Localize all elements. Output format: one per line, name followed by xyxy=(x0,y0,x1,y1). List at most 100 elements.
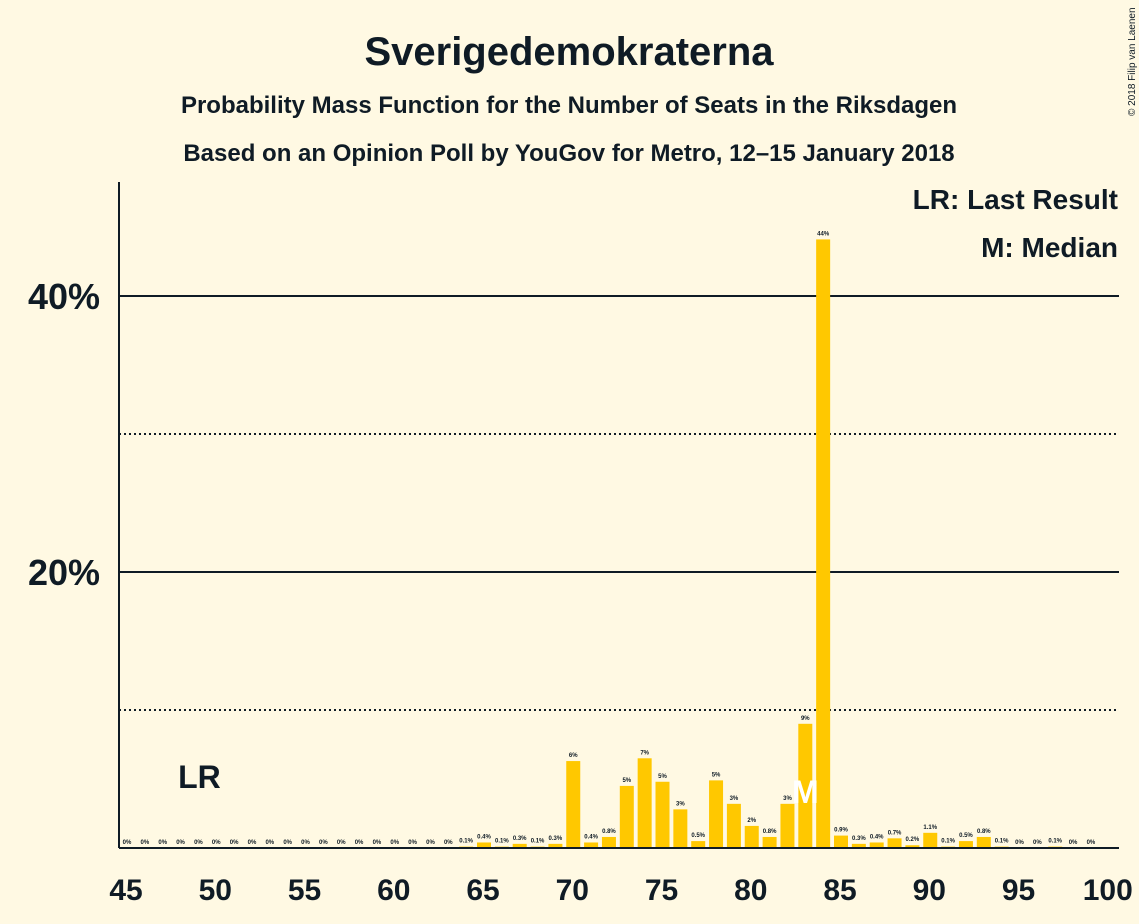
bar xyxy=(512,843,527,848)
bar-label: 2% xyxy=(747,818,756,824)
x-tick-label: 45 xyxy=(109,874,142,907)
bar-label: 0.3% xyxy=(513,836,527,842)
bar-label: 0% xyxy=(176,840,185,846)
bar-label: 44% xyxy=(817,231,830,237)
bar-label: 9% xyxy=(801,716,810,722)
bar-label: 0% xyxy=(426,840,435,846)
bar-label: 0% xyxy=(194,840,203,846)
bar-label: 0% xyxy=(248,840,257,846)
bar xyxy=(601,836,616,848)
x-tick-label: 65 xyxy=(466,874,499,907)
last-result-marker: LR xyxy=(178,759,221,795)
bar xyxy=(566,761,581,848)
bar xyxy=(798,723,813,848)
bar-label: 0% xyxy=(283,840,292,846)
x-tick-label: 100 xyxy=(1083,874,1133,907)
bar xyxy=(619,785,634,848)
bar-label: 1.1% xyxy=(923,825,937,831)
bar-label: 0.8% xyxy=(763,829,777,835)
bar-label: 3% xyxy=(676,801,685,807)
bar-label: 0% xyxy=(355,840,364,846)
bar xyxy=(655,781,670,848)
gridlines xyxy=(119,295,1119,711)
y-axis-ticks: 20% 40% xyxy=(28,276,100,593)
bar-label: 0% xyxy=(1087,840,1096,846)
x-tick-label: 80 xyxy=(734,874,767,907)
median-marker: M xyxy=(792,774,819,810)
bar xyxy=(905,845,920,848)
bar-label: 0% xyxy=(1015,840,1024,846)
bar-label: 0.4% xyxy=(870,834,884,840)
bar-label: 3% xyxy=(783,796,792,802)
bar-label: 0.1% xyxy=(941,839,955,845)
bar xyxy=(584,842,599,848)
bar xyxy=(958,841,973,848)
bar-label: 0.5% xyxy=(959,833,973,839)
bar-label: 0.3% xyxy=(549,836,563,842)
bar-label: 0.1% xyxy=(1048,839,1062,845)
bar xyxy=(477,842,491,848)
bar-label: 0.9% xyxy=(834,828,848,834)
bar-label: 5% xyxy=(658,774,667,780)
bar-label: 0% xyxy=(123,840,132,846)
bar-label: 0.7% xyxy=(888,830,902,836)
bar-label: 0% xyxy=(265,840,274,846)
bar-label: 0.8% xyxy=(977,829,991,835)
chart-subtitle-2: Based on an Opinion Poll by YouGov for M… xyxy=(183,140,954,167)
y-tick-label: 40% xyxy=(28,276,100,317)
legend-last-result: LR: Last Result xyxy=(913,184,1118,215)
bar-label: 0% xyxy=(230,840,239,846)
bar xyxy=(709,780,724,848)
bar-label: 0.1% xyxy=(459,839,473,845)
bar xyxy=(673,809,688,848)
bar-label: 0% xyxy=(158,840,167,846)
bar-label: 0% xyxy=(337,840,346,846)
bar-label: 0% xyxy=(390,840,399,846)
x-tick-label: 85 xyxy=(823,874,856,907)
bar-label: 0% xyxy=(1033,840,1042,846)
x-tick-label: 75 xyxy=(645,874,678,907)
bar-label: 0.1% xyxy=(995,839,1009,845)
bar-label: 0.5% xyxy=(691,833,705,839)
x-tick-label: 50 xyxy=(199,874,232,907)
bar-label: 5% xyxy=(622,778,631,784)
x-tick-label: 95 xyxy=(1002,874,1035,907)
bar-label: 0% xyxy=(408,840,417,846)
bar xyxy=(923,832,938,848)
bar xyxy=(691,841,706,848)
bar-label: 0% xyxy=(141,840,150,846)
bar xyxy=(976,836,991,848)
bar-label: 6% xyxy=(569,753,578,759)
bar-label: 0.4% xyxy=(584,834,598,840)
bar-label: 0% xyxy=(444,840,453,846)
bar-label: 0.4% xyxy=(477,834,491,840)
bar xyxy=(726,803,741,848)
bar-label: 0.2% xyxy=(906,837,920,843)
bar-label: 0% xyxy=(373,840,382,846)
bar xyxy=(869,842,884,848)
x-axis-ticks: 45 50 55 60 65 70 75 80 85 90 95 100 xyxy=(109,874,1132,907)
bar-label: 0.3% xyxy=(852,836,866,842)
bar-label: 0.1% xyxy=(495,839,509,845)
y-tick-label: 20% xyxy=(28,552,100,593)
x-tick-label: 70 xyxy=(556,874,589,907)
bar xyxy=(851,843,866,848)
bar-label: 0% xyxy=(1069,840,1078,846)
x-tick-label: 90 xyxy=(913,874,946,907)
bar xyxy=(762,836,777,848)
bar-label: 7% xyxy=(640,750,649,756)
bar-label: 0% xyxy=(301,840,310,846)
bar-label: 0.8% xyxy=(602,829,616,835)
bar xyxy=(816,239,831,849)
bar-label: 0% xyxy=(212,840,221,846)
bar xyxy=(887,838,902,848)
copyright-note: © 2018 Filip van Laenen xyxy=(1127,7,1138,116)
bar-labels: 0% 0% 0% 0% 0% 0% 0% 0% 0% 0% 0% 0% 0% 0% 0% 0% 0% 0% 0% 0.… xyxy=(123,231,1096,846)
bar-label: 3% xyxy=(730,796,739,802)
bars xyxy=(459,239,1063,849)
bar xyxy=(834,835,848,848)
chart-title: Sverigedemokraterna xyxy=(364,30,774,74)
bar xyxy=(780,803,795,848)
x-tick-label: 55 xyxy=(288,874,321,907)
